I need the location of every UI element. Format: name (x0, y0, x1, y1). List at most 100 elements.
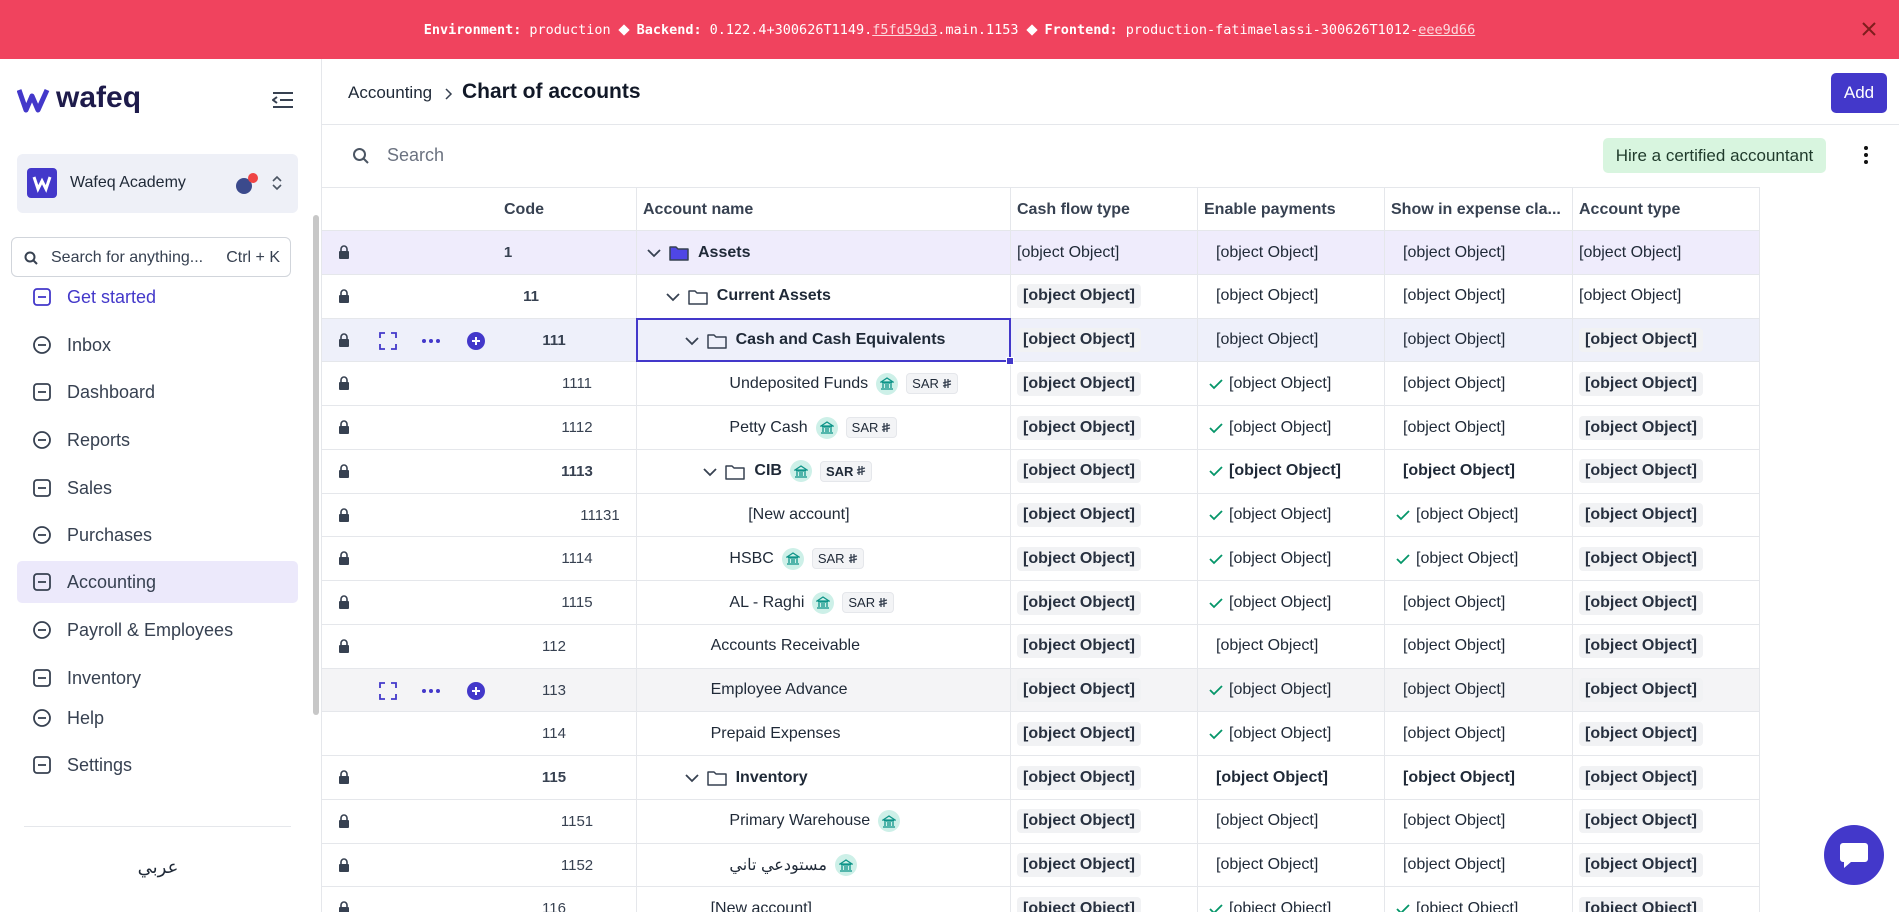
column-header[interactable]: Account type (1579, 200, 1681, 218)
column-header[interactable]: Enable payments (1204, 200, 1336, 218)
column-header[interactable]: Account name (643, 200, 754, 218)
language-switch[interactable]: عربي (137, 857, 179, 877)
table-row[interactable]: 1115 AL - Raghi SAR [object Object] [object … (322, 581, 1760, 625)
table-row[interactable]: 11131 [New account] [object Object] [object… (322, 494, 1760, 538)
account-name[interactable]: Petty Cash (729, 418, 808, 436)
nav-item[interactable]: Inbox (17, 324, 298, 366)
bank-badge (876, 372, 899, 395)
cell-value: [object Object] (1017, 590, 1142, 615)
column-header[interactable]: Show in expense cla... (1391, 200, 1561, 218)
check-icon (1209, 466, 1223, 477)
cell-value: [object Object] (1216, 331, 1319, 348)
logo-icon (17, 88, 50, 113)
nav-item[interactable]: Payroll & Employees (17, 609, 298, 651)
nav-item[interactable]: Settings (17, 744, 298, 786)
nav-item[interactable]: Help (17, 697, 298, 739)
account-name[interactable]: AL - Raghi (729, 593, 805, 611)
table-search[interactable]: Search (387, 145, 445, 165)
account-code: 1151 (560, 812, 594, 830)
banner-link[interactable]: eee9d66 (1418, 21, 1476, 38)
account-name[interactable]: Cash and Cash Equivalents (735, 331, 946, 348)
currency-tag: SAR (906, 373, 958, 395)
column-header[interactable]: Cash flow type (1017, 200, 1130, 218)
nav-item[interactable]: Dashboard (17, 371, 298, 413)
nav-item[interactable]: Sales (17, 467, 298, 509)
account-name[interactable]: Accounts Receivable (710, 637, 861, 655)
cell-value: [object Object] (1229, 724, 1332, 742)
account-name[interactable]: HSBC (729, 549, 774, 567)
more-menu[interactable] (1863, 145, 1869, 165)
breadcrumb[interactable]: Accounting (348, 83, 433, 102)
currency-code: SAR (817, 551, 845, 567)
table-row[interactable]: 1114 HSBC SAR [object Object] [object Object… (322, 537, 1760, 581)
data-cell: [object Object] (1017, 537, 1142, 580)
cell-value: [object Object] (1229, 418, 1332, 436)
account-name[interactable]: Employee Advance (710, 681, 848, 698)
switch-org[interactable] (271, 174, 283, 192)
collapse-sidebar[interactable] (272, 91, 294, 109)
table-row[interactable]: 1113 CIB SAR [object Object] [object Object]… (322, 450, 1760, 494)
nav-item[interactable]: Get started (17, 276, 298, 318)
fill-handle[interactable] (1006, 357, 1014, 365)
page-title: Chart of accounts (462, 80, 641, 103)
account-name[interactable]: [New account] (710, 899, 812, 912)
account-name[interactable]: Undeposited Funds (729, 374, 869, 392)
table-row[interactable]: 114 Prepaid Expenses [object Object] [objec… (322, 712, 1760, 756)
table-row[interactable]: 1112 Petty Cash SAR [object Object] [object … (322, 406, 1760, 450)
table-row[interactable]: 115 Inventory [object Object] [object Objec… (322, 756, 1760, 800)
global-search[interactable]: Search for anything... Ctrl + K (11, 237, 291, 277)
table-row[interactable]: 112 Accounts Receivable [object Object] [ob… (322, 625, 1760, 669)
nav-item[interactable]: Inventory (17, 657, 298, 699)
nav-item[interactable]: Accounting (17, 561, 298, 603)
table-row[interactable]: 116 [New account] [object Object] [object O… (322, 887, 1760, 912)
table-row[interactable]: 1152 مستودعي تاني [object Object] [object O… (322, 844, 1760, 888)
account-name[interactable]: مستودعي تاني (729, 857, 827, 874)
cell-value: [object Object] (1403, 768, 1516, 786)
cell-value: [object Object] (1017, 765, 1142, 790)
check-icon (1209, 729, 1223, 740)
account-name[interactable]: Primary Warehouse (729, 812, 871, 830)
account-code: 11131 (580, 506, 620, 524)
folder-icon (669, 246, 689, 261)
expand-icon (379, 681, 397, 700)
main: Accounting Chart of accounts Add Search … (322, 59, 1899, 912)
data-cell: [object Object] (1391, 450, 1515, 493)
table-row[interactable]: 1111 Undeposited Funds SAR [object Object] [… (322, 362, 1760, 406)
table-row[interactable]: 1151 Primary Warehouse [object Object] [obj… (322, 800, 1760, 844)
data-cell: [object Object] (1017, 844, 1142, 887)
table-row[interactable]: 11 Current Assets [object Object] [object O… (322, 275, 1760, 319)
data-cell: [object Object] (1391, 712, 1505, 755)
cell-value: [object Object] (1403, 418, 1506, 436)
chat-button[interactable] (1824, 825, 1884, 885)
table-row[interactable]: 113 Employee Advance [object Object] [objec… (322, 668, 1760, 713)
account-code: 115 (541, 769, 567, 786)
account-name[interactable]: [New account] (748, 506, 850, 523)
account-name[interactable]: Prepaid Expenses (710, 724, 841, 742)
org-switcher[interactable]: Wafeq Academy (17, 154, 298, 213)
account-name[interactable]: CIB (754, 462, 782, 480)
data-cell: [object Object] (1579, 887, 1704, 912)
cell-value: [object Object] (1579, 896, 1704, 912)
add-button[interactable]: Add (1831, 73, 1887, 113)
banner-label: Environment: (423, 21, 522, 38)
cell-value: [object Object] (1416, 549, 1519, 567)
close-banner[interactable] (1862, 22, 1876, 36)
account-name-cell: Employee Advance (711, 669, 848, 712)
folder-icon (706, 771, 727, 786)
nav-item[interactable]: Reports (17, 419, 298, 461)
onboarding-icon[interactable] (233, 172, 259, 196)
nav-item[interactable]: Purchases (17, 514, 298, 556)
separator (1025, 23, 1038, 36)
hire-accountant[interactable]: Hire a certified accountant (1603, 138, 1826, 173)
column-header[interactable]: Code (504, 200, 544, 218)
account-name[interactable]: Assets (698, 243, 751, 261)
cell-value: [object Object] (1579, 503, 1704, 527)
nav-icon (33, 709, 51, 727)
table-row[interactable]: 111 Cash and Cash Equivalents [object Obje… (322, 318, 1760, 363)
account-name[interactable]: Current Assets (716, 287, 831, 305)
banner-link[interactable]: f5fd59d3 (872, 21, 938, 38)
banner-label: Backend: (636, 21, 702, 38)
account-name[interactable]: Inventory (735, 768, 808, 786)
table-row[interactable]: 1 Assets [object Object] [object Object] [ob… (322, 231, 1760, 275)
